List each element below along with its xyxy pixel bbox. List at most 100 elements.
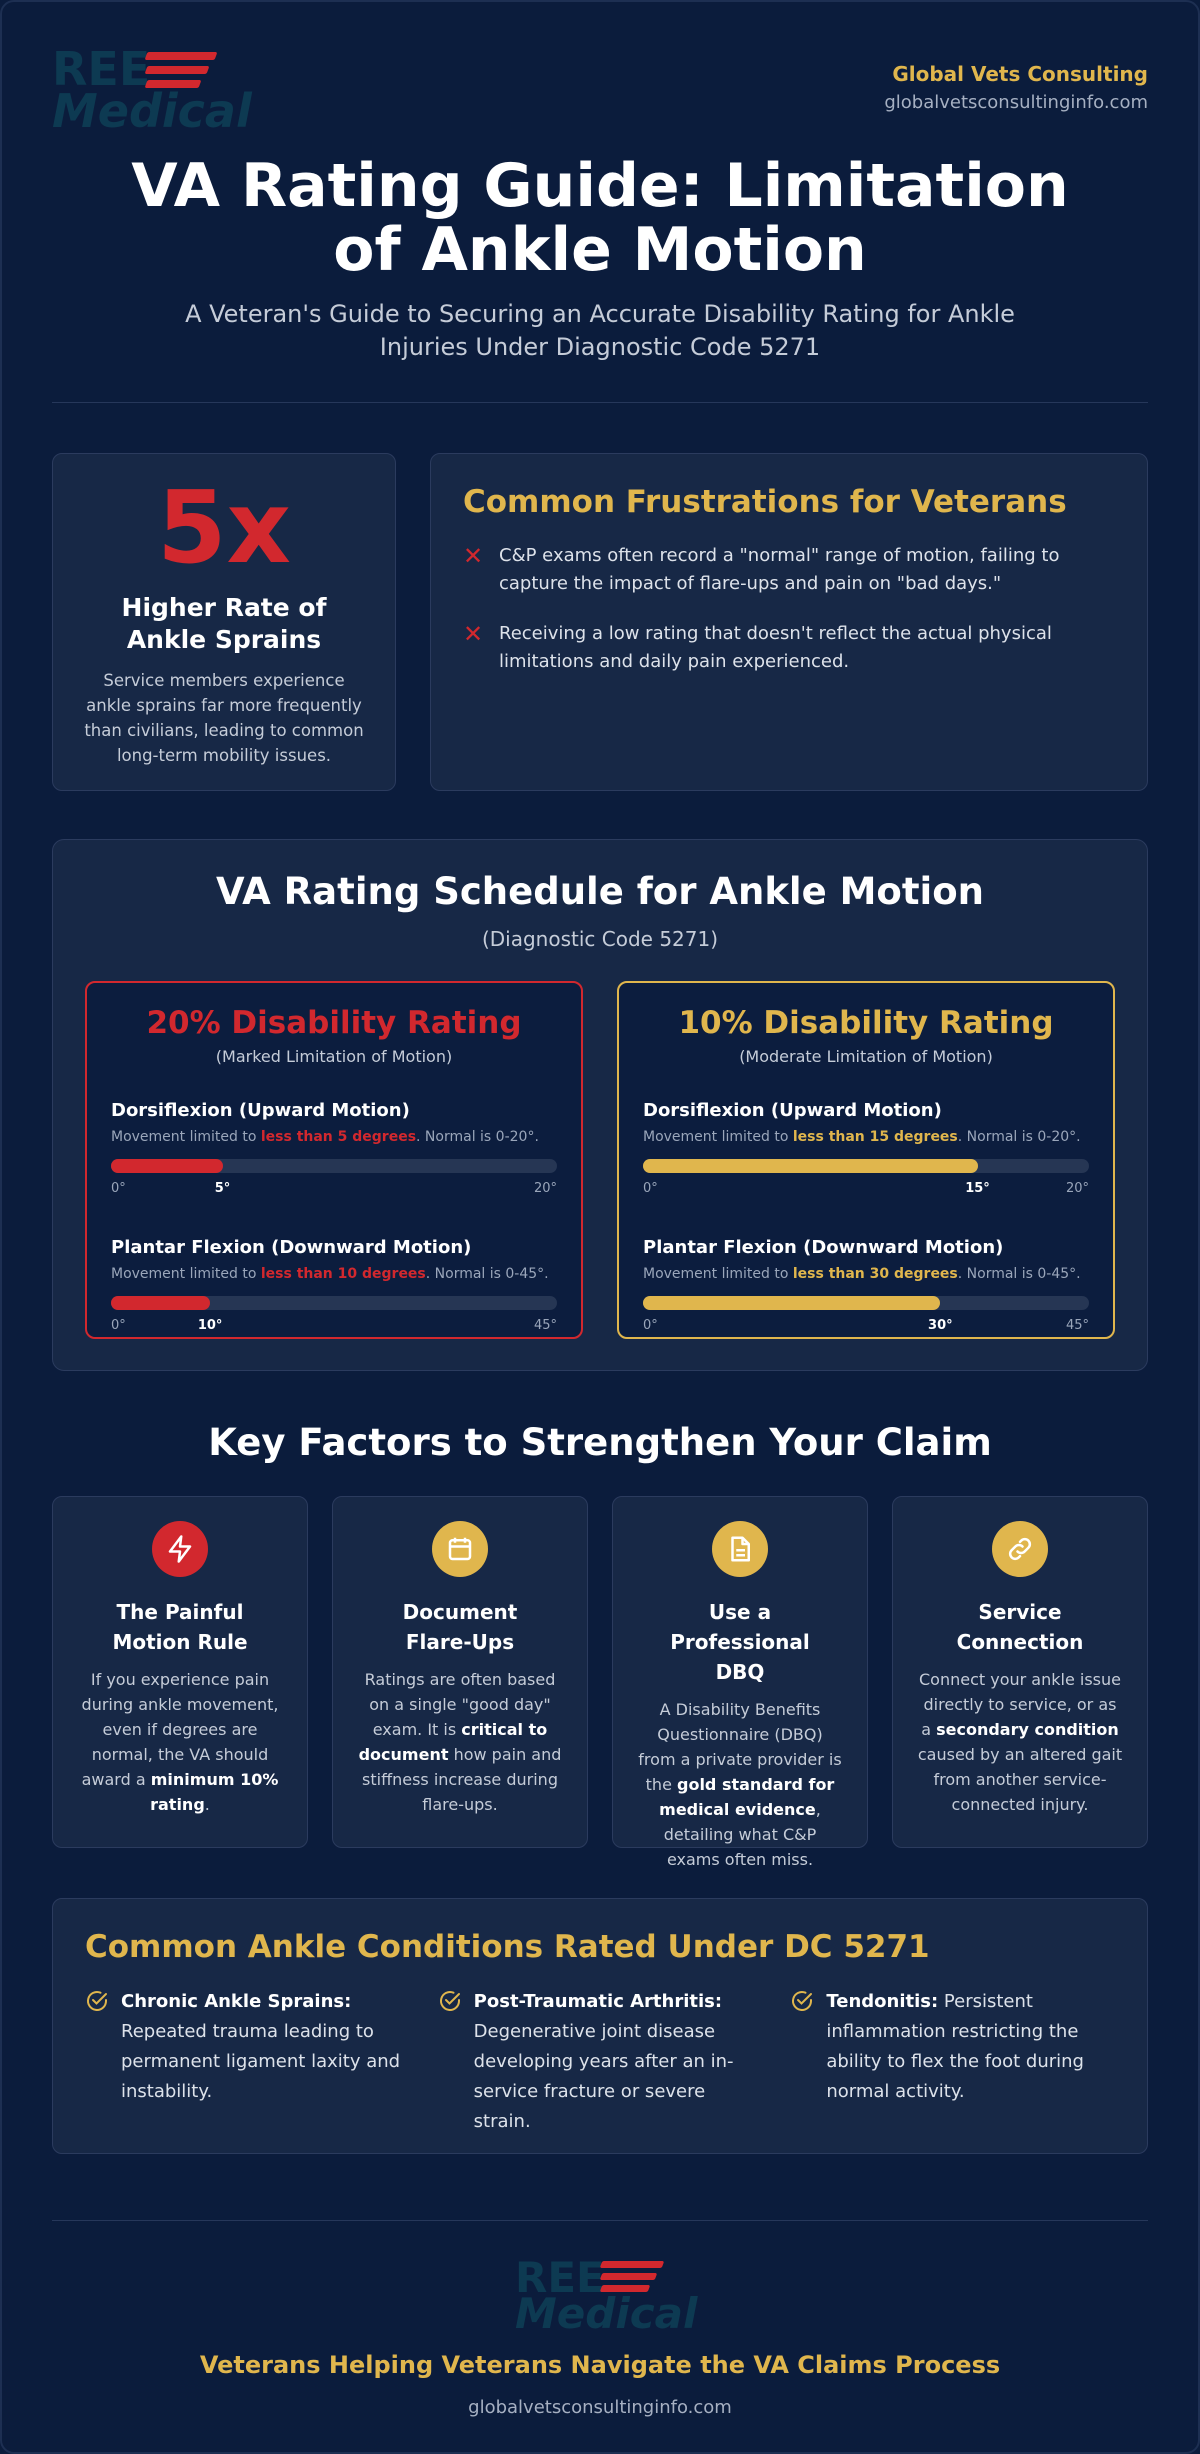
key-factors-row: The Painful Motion Rule If you experienc… [52,1496,1148,1869]
motion-dorsiflexion: Dorsiflexion (Upward Motion) Movement li… [111,1100,557,1199]
frustration-text: C&P exams often record a "normal" range … [499,545,1060,594]
factor-description: Connect your ankle issue directly to ser… [917,1670,1123,1814]
factor-title: Use a Professional DBQ [670,1600,810,1684]
flag-stripes-icon [599,2261,665,2297]
motion-name: Dorsiflexion (Upward Motion) [111,1100,410,1121]
range-bar [643,1159,1089,1173]
rating-card-20: 20% Disability Rating (Marked Limitation… [85,981,583,1339]
factor-title: Document Flare-Ups [402,1600,518,1654]
footer-logo: REE Medical [515,2253,697,2337]
conditions-card: Common Ankle Conditions Rated Under DC 5… [52,1898,1148,2154]
rating-title: 10% Disability Rating [678,1005,1054,1041]
motion-dorsiflexion: Dorsiflexion (Upward Motion) Movement li… [643,1100,1089,1199]
condition-item: Post-Traumatic Arthritis: Degenerative j… [438,1987,763,2137]
motion-plantar-flexion: Plantar Flexion (Downward Motion) Moveme… [111,1237,557,1336]
ree-medical-logo: REE Medical [52,42,252,136]
scale-min: 0° [111,1318,126,1333]
footer-logo-line2: Medical [515,2289,698,2338]
scale-max: 20° [533,1181,557,1196]
scale-max: 45° [1065,1318,1089,1333]
scale-value: 15° [965,1181,990,1196]
link-icon [992,1521,1048,1577]
schedule-title: VA Rating Schedule for Ankle Motion [216,870,984,913]
check-circle-icon [790,1987,826,2137]
flag-stripes-icon [144,52,218,94]
factor-description: If you experience pain during ankle move… [81,1670,279,1814]
range-bar-fill [643,1296,941,1310]
scale-min: 0° [643,1318,658,1333]
footer: REE Medical Veterans Helping Veterans Na… [52,2253,1148,2419]
range-scale: 0° 30° 45° [643,1318,1089,1336]
rating-card-10: 10% Disability Rating (Moderate Limitati… [617,981,1115,1339]
brand-block: Global Vets Consulting globalvetsconsult… [884,62,1148,113]
scale-value: 10° [197,1318,223,1333]
check-circle-icon [85,1987,121,2137]
motion-description: Movement limited to less than 15 degrees… [643,1129,1081,1145]
rating-subtitle: (Marked Limitation of Motion) [215,1047,453,1066]
range-bar [643,1296,1089,1310]
motion-limit-highlight: less than 5 degrees [260,1129,417,1145]
document-icon [712,1521,768,1577]
scale-value: 30° [928,1318,953,1333]
motion-name: Dorsiflexion (Upward Motion) [643,1100,942,1121]
factor-title: Service Connection [956,1600,1084,1654]
motion-name: Plantar Flexion (Downward Motion) [111,1237,472,1258]
page-subtitle: A Veteran's Guide to Securing an Accurat… [185,300,1015,361]
scale-max: 20° [1065,1181,1089,1196]
range-bar [111,1159,557,1173]
frustrations-title: Common Frustrations for Veterans [463,484,1067,520]
frustration-item: ✕ C&P exams often record a "normal" rang… [463,542,1115,598]
x-mark-icon: ✕ [463,620,484,648]
rating-title: 20% Disability Rating [146,1005,522,1041]
scale-value: 5° [214,1181,231,1196]
condition-text: Chronic Ankle Sprains: Repeated trauma l… [121,1991,401,2102]
brand-name: Global Vets Consulting [892,62,1148,86]
motion-limit-highlight: less than 30 degrees [792,1266,958,1282]
ratings-row: 20% Disability Rating (Marked Limitation… [85,981,1115,1339]
rating-schedule: VA Rating Schedule for Ankle Motion (Dia… [52,839,1148,1371]
motion-description: Movement limited to less than 10 degrees… [111,1266,549,1282]
motion-limit-highlight: less than 15 degrees [792,1129,958,1145]
range-scale: 0° 5° 20° [111,1181,557,1199]
scale-max: 45° [533,1318,557,1333]
range-scale: 0° 10° 45° [111,1318,557,1336]
key-factors-title: Key Factors to Strengthen Your Claim [208,1421,992,1464]
frustration-text: Receiving a low rating that doesn't refl… [499,623,1052,672]
range-bar [111,1296,557,1310]
lightning-icon [152,1521,208,1577]
motion-plantar-flexion: Plantar Flexion (Downward Motion) Moveme… [643,1237,1089,1336]
logo-text-line1: REE [52,42,151,96]
stat-description: Service members experience ankle sprains… [84,671,364,765]
calendar-icon [432,1521,488,1577]
condition-item: Tendonitis: Persistent inflammation rest… [790,1987,1115,2137]
motion-name: Plantar Flexion (Downward Motion) [643,1237,1004,1258]
conditions-list: Chronic Ankle Sprains: Repeated trauma l… [85,1987,1115,2137]
range-bar-fill [111,1159,223,1173]
condition-text: Tendonitis: Persistent inflammation rest… [826,1991,1084,2102]
motion-description: Movement limited to less than 30 degrees… [643,1266,1081,1282]
check-circle-icon [438,1987,474,2137]
divider [52,2220,1148,2221]
condition-text: Post-Traumatic Arthritis: Degenerative j… [473,1991,734,2132]
motion-limit-highlight: less than 10 degrees [260,1266,426,1282]
footer-logo-line1: REE [515,2253,605,2302]
intro-row: 5x Higher Rate of Ankle Sprains Service … [52,453,1148,791]
frustration-item: ✕ Receiving a low rating that doesn't re… [463,620,1115,676]
range-bar-fill [643,1159,978,1173]
factor-title: The Painful Motion Rule [112,1600,248,1654]
x-mark-icon: ✕ [463,542,484,570]
factor-description: Ratings are often based on a single "goo… [358,1670,562,1814]
frustrations-card: Common Frustrations for Veterans ✕ C&P e… [430,453,1148,791]
scale-min: 0° [643,1181,658,1196]
factor-card-painful-motion: The Painful Motion Rule If you experienc… [52,1496,308,1848]
footer-tagline: Veterans Helping Veterans Navigate the V… [199,2351,1001,2379]
conditions-title: Common Ankle Conditions Rated Under DC 5… [85,1929,930,1965]
factor-card-dbq: Use a Professional DBQ A Disability Bene… [612,1496,868,1869]
brand-url[interactable]: globalvetsconsultinginfo.com [884,92,1148,113]
stat-value: 5x [156,469,292,586]
factor-description: A Disability Benefits Questionnaire (DBQ… [638,1700,842,1869]
range-bar-fill [111,1296,211,1310]
footer-url[interactable]: globalvetsconsultinginfo.com [468,2397,732,2418]
divider [52,402,1148,403]
